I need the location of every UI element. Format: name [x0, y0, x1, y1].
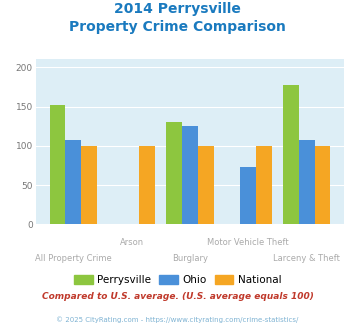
Bar: [166, 122, 182, 224]
Text: © 2025 CityRating.com - https://www.cityrating.com/crime-statistics/: © 2025 CityRating.com - https://www.city…: [56, 317, 299, 323]
Bar: [299, 140, 315, 224]
Text: Burglary: Burglary: [172, 254, 208, 263]
Bar: [50, 105, 65, 224]
Text: Motor Vehicle Theft: Motor Vehicle Theft: [207, 238, 289, 247]
Bar: [65, 140, 81, 224]
Bar: [256, 146, 272, 224]
Bar: [315, 146, 330, 224]
Legend: Perrysville, Ohio, National: Perrysville, Ohio, National: [70, 271, 285, 289]
Text: All Property Crime: All Property Crime: [35, 254, 111, 263]
Bar: [198, 146, 214, 224]
Text: Compared to U.S. average. (U.S. average equals 100): Compared to U.S. average. (U.S. average …: [42, 292, 313, 301]
Bar: [81, 146, 97, 224]
Text: 2014 Perrysville: 2014 Perrysville: [114, 2, 241, 16]
Text: Arson: Arson: [120, 238, 144, 247]
Bar: [240, 167, 256, 224]
Text: Larceny & Theft: Larceny & Theft: [273, 254, 340, 263]
Bar: [283, 85, 299, 224]
Bar: [182, 126, 198, 224]
Bar: [140, 146, 155, 224]
Text: Property Crime Comparison: Property Crime Comparison: [69, 20, 286, 34]
